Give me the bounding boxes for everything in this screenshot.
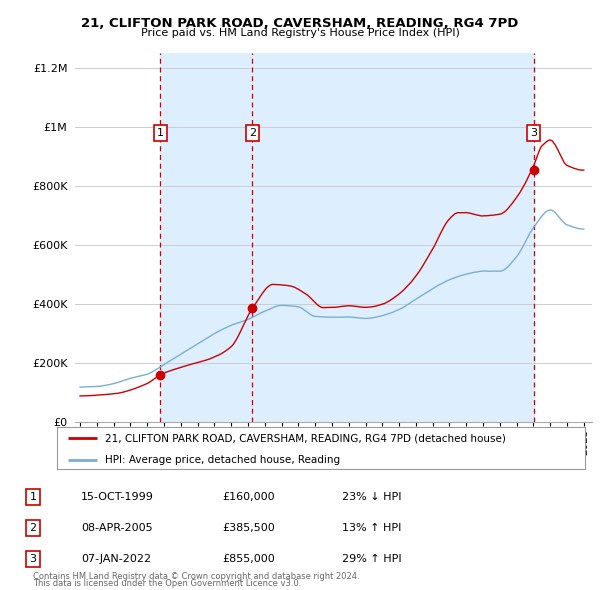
- Text: 2: 2: [249, 128, 256, 137]
- Bar: [160, 53, 253, 422]
- Text: HPI: Average price, detached house, Reading: HPI: Average price, detached house, Read…: [104, 455, 340, 465]
- Text: 08-APR-2005: 08-APR-2005: [81, 523, 152, 533]
- Text: 3: 3: [530, 128, 537, 137]
- Text: 21, CLIFTON PARK ROAD, CAVERSHAM, READING, RG4 7PD: 21, CLIFTON PARK ROAD, CAVERSHAM, READIN…: [82, 17, 518, 30]
- Text: 21, CLIFTON PARK ROAD, CAVERSHAM, READING, RG4 7PD (detached house): 21, CLIFTON PARK ROAD, CAVERSHAM, READIN…: [104, 434, 505, 444]
- Text: £855,000: £855,000: [222, 555, 275, 564]
- Text: This data is licensed under the Open Government Licence v3.0.: This data is licensed under the Open Gov…: [33, 579, 301, 588]
- Text: £160,000: £160,000: [222, 492, 275, 502]
- Text: Contains HM Land Registry data © Crown copyright and database right 2024.: Contains HM Land Registry data © Crown c…: [33, 572, 359, 581]
- Text: 1: 1: [157, 128, 164, 137]
- Text: 3: 3: [29, 555, 37, 564]
- Text: 1: 1: [29, 492, 37, 502]
- Text: 2: 2: [29, 523, 37, 533]
- Text: £385,500: £385,500: [222, 523, 275, 533]
- Text: 07-JAN-2022: 07-JAN-2022: [81, 555, 151, 564]
- Text: 29% ↑ HPI: 29% ↑ HPI: [342, 555, 401, 564]
- Text: 13% ↑ HPI: 13% ↑ HPI: [342, 523, 401, 533]
- Text: 23% ↓ HPI: 23% ↓ HPI: [342, 492, 401, 502]
- Bar: [253, 53, 534, 422]
- Text: 15-OCT-1999: 15-OCT-1999: [81, 492, 154, 502]
- Text: Price paid vs. HM Land Registry's House Price Index (HPI): Price paid vs. HM Land Registry's House …: [140, 28, 460, 38]
